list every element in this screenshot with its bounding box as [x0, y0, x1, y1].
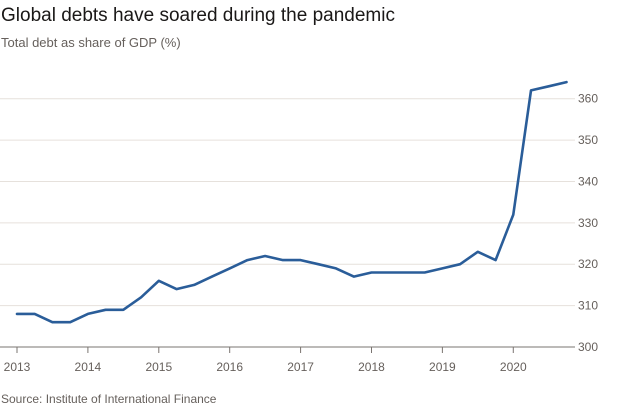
y-tick-label: 320: [578, 257, 598, 271]
chart-title: Global debts have soared during the pand…: [1, 5, 395, 26]
x-tick-label: 2019: [429, 360, 456, 374]
x-axis: 2013 2014 2015 2016 2017 2018 2019 2020: [4, 347, 527, 374]
chart-subtitle: Total debt as share of GDP (%): [1, 35, 181, 50]
gridlines: [0, 98, 575, 348]
x-tick-label: 2013: [4, 360, 31, 374]
series-layer: [15, 80, 568, 324]
x-tick-label: 2015: [145, 360, 172, 374]
y-tick-label: 310: [578, 299, 598, 313]
y-tick-label: 330: [578, 216, 598, 230]
y-axis-labels: 300 310 320 330 340 350 360: [578, 92, 598, 354]
chart-source: Source: Institute of International Finan…: [1, 392, 217, 406]
x-tick-label: 2014: [75, 360, 102, 374]
y-tick-label: 350: [578, 133, 598, 147]
x-tick-label: 2020: [500, 360, 527, 374]
x-tick-label: 2018: [358, 360, 385, 374]
y-tick-label: 300: [578, 340, 598, 354]
y-tick-label: 360: [578, 92, 598, 106]
x-tick-label: 2016: [216, 360, 243, 374]
series-line: [15, 80, 568, 324]
x-tick-label: 2017: [287, 360, 314, 374]
y-tick-label: 340: [578, 174, 598, 188]
